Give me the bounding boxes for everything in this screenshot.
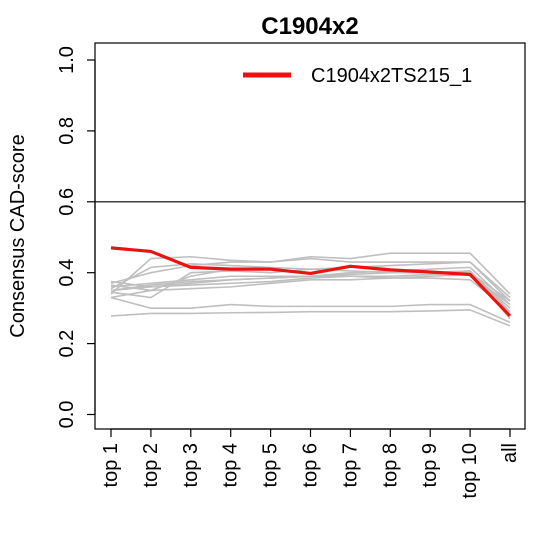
background-series-line <box>110 296 511 324</box>
highlight-series-line <box>110 246 512 318</box>
y-tick-label: 0.2 <box>56 330 78 358</box>
x-tick-label: top 4 <box>220 443 242 487</box>
x-tick-label: top 10 <box>459 443 481 499</box>
y-axis-label: Consensus CAD-score <box>7 134 29 337</box>
background-series-line <box>110 273 511 306</box>
background-series-line <box>110 252 511 295</box>
x-tick-label: top 9 <box>419 443 441 487</box>
y-tick-label: 0.4 <box>56 259 78 287</box>
background-series-line <box>110 257 511 299</box>
x-tick-label: top 8 <box>379 443 401 487</box>
plot-frame <box>94 42 526 430</box>
x-axis: top 1 top 2 top 3 top 4 top 5 top 6 top 7 top 8… <box>100 428 521 499</box>
x-tick-label: top 6 <box>300 443 322 487</box>
x-tick-label: all <box>499 443 521 463</box>
x-tick-label: top 1 <box>100 443 122 487</box>
y-tick-label: 0.0 <box>56 401 78 429</box>
x-tick-label: top 3 <box>180 443 202 487</box>
chart-title: C1904x2 <box>261 13 358 40</box>
y-tick-label: 1.0 <box>56 46 78 74</box>
x-tick-label: top 7 <box>339 443 361 487</box>
x-tick-label: top 2 <box>140 443 162 487</box>
highlight-series-group <box>110 246 512 318</box>
x-tick-label: top 5 <box>260 443 282 487</box>
y-tick-label: 0.8 <box>56 117 78 145</box>
legend: C1904x2TS215_1 <box>243 65 472 87</box>
y-axis: 0.0 0.2 0.4 0.6 0.8 1.0 <box>56 46 96 429</box>
legend-entry-label: C1904x2TS215_1 <box>311 65 472 87</box>
y-tick-label: 0.6 <box>56 188 78 216</box>
background-series-line <box>110 309 511 327</box>
background-series-group <box>110 252 511 327</box>
